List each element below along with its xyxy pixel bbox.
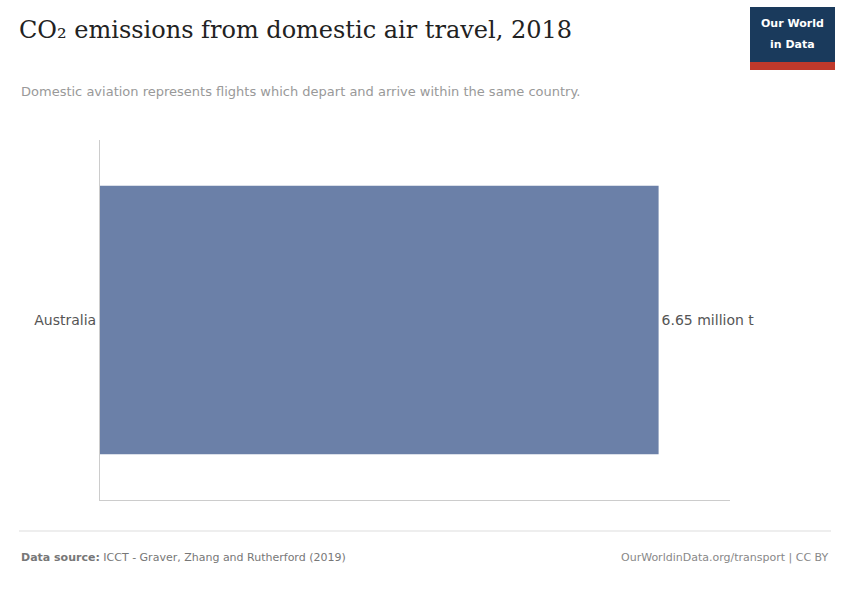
svg-text:Domestic aviation represents f: Domestic aviation represents flights whi…: [21, 84, 580, 99]
svg-text:CO₂ emissions from domestic ai: CO₂ emissions from domestic air travel, …: [19, 16, 572, 44]
svg-text:6.65 million t: 6.65 million t: [662, 312, 755, 328]
svg-text:Australia: Australia: [34, 312, 96, 328]
svg-text:Our World: Our World: [761, 17, 824, 30]
svg-text:in Data: in Data: [770, 38, 815, 51]
svg-text:Data source: ICCT - Graver, Zh: Data source: ICCT - Graver, Zhang and Ru…: [21, 551, 346, 564]
svg-text:OurWorldinData.org/transport |: OurWorldinData.org/transport | CC BY: [621, 551, 829, 564]
